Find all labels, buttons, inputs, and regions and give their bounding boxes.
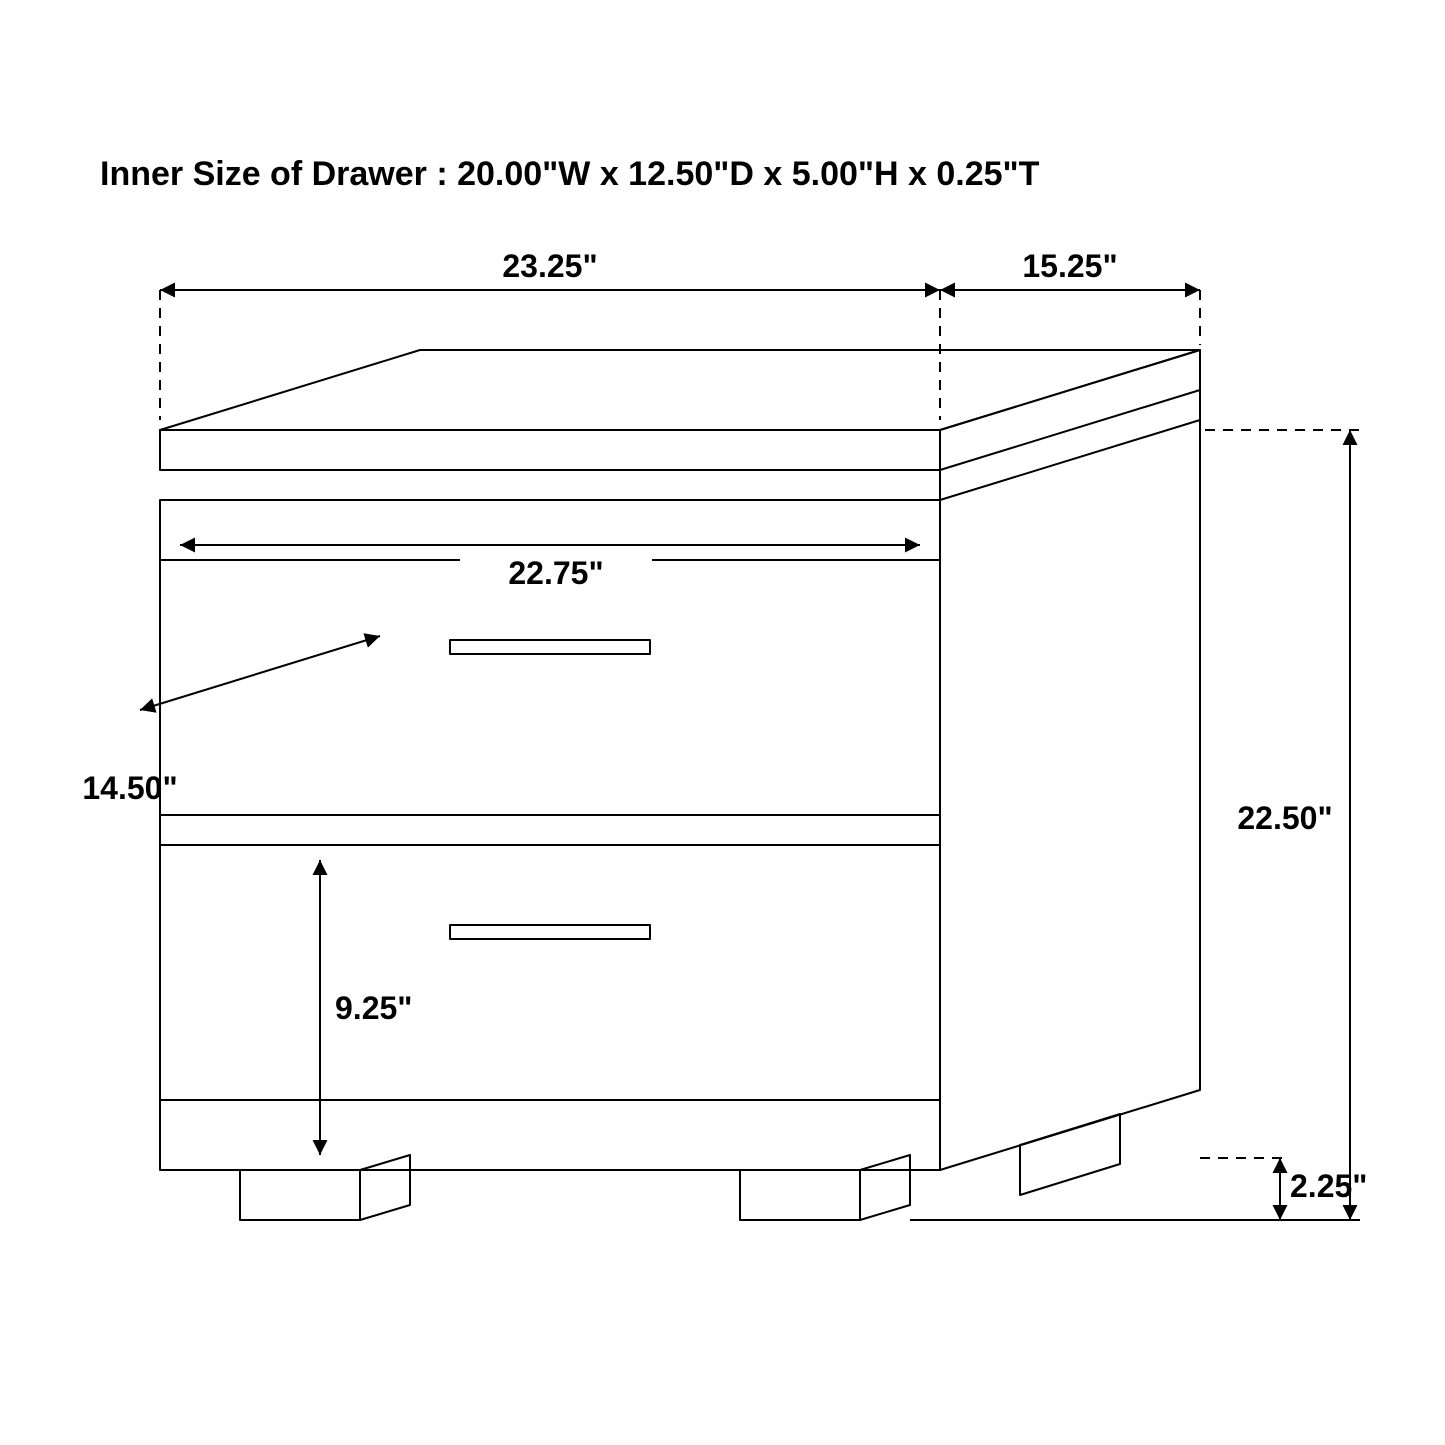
body-front xyxy=(160,500,940,1170)
foot-front-right-side xyxy=(860,1155,910,1220)
dim-total-height: 22.50" xyxy=(1220,800,1350,837)
foot-front-left-side xyxy=(360,1155,410,1220)
foot-front-left xyxy=(240,1170,360,1220)
drawer-1-face xyxy=(160,560,940,815)
dim-side-depth: 14.50" xyxy=(60,770,200,807)
diagram-title: Inner Size of Drawer : 20.00"W x 12.50"D… xyxy=(100,155,1039,194)
dim-drawer-width: 22.75" xyxy=(460,555,652,592)
drawer-2-face xyxy=(160,845,940,1100)
diagram-canvas: Inner Size of Drawer : 20.00"W x 12.50"D… xyxy=(0,0,1445,1445)
drawer-1-handle xyxy=(450,640,650,654)
dim-drawer-height: 9.25" xyxy=(335,990,455,1027)
furniture-outline xyxy=(160,350,1200,1220)
foot-front-right xyxy=(740,1170,860,1220)
body-right-side xyxy=(940,420,1200,1170)
top-surface xyxy=(160,350,1200,430)
foot-back-right-front xyxy=(1020,1114,1120,1195)
top-right-edge xyxy=(940,350,1200,470)
dim-top-width: 23.25" xyxy=(460,248,640,285)
top-front-edge xyxy=(160,430,940,470)
dim-top-depth: 15.25" xyxy=(1000,248,1140,285)
drawer-2-handle xyxy=(450,925,650,939)
drawer-diagram-svg xyxy=(0,0,1445,1445)
dim-foot-height: 2.25" xyxy=(1290,1168,1410,1205)
